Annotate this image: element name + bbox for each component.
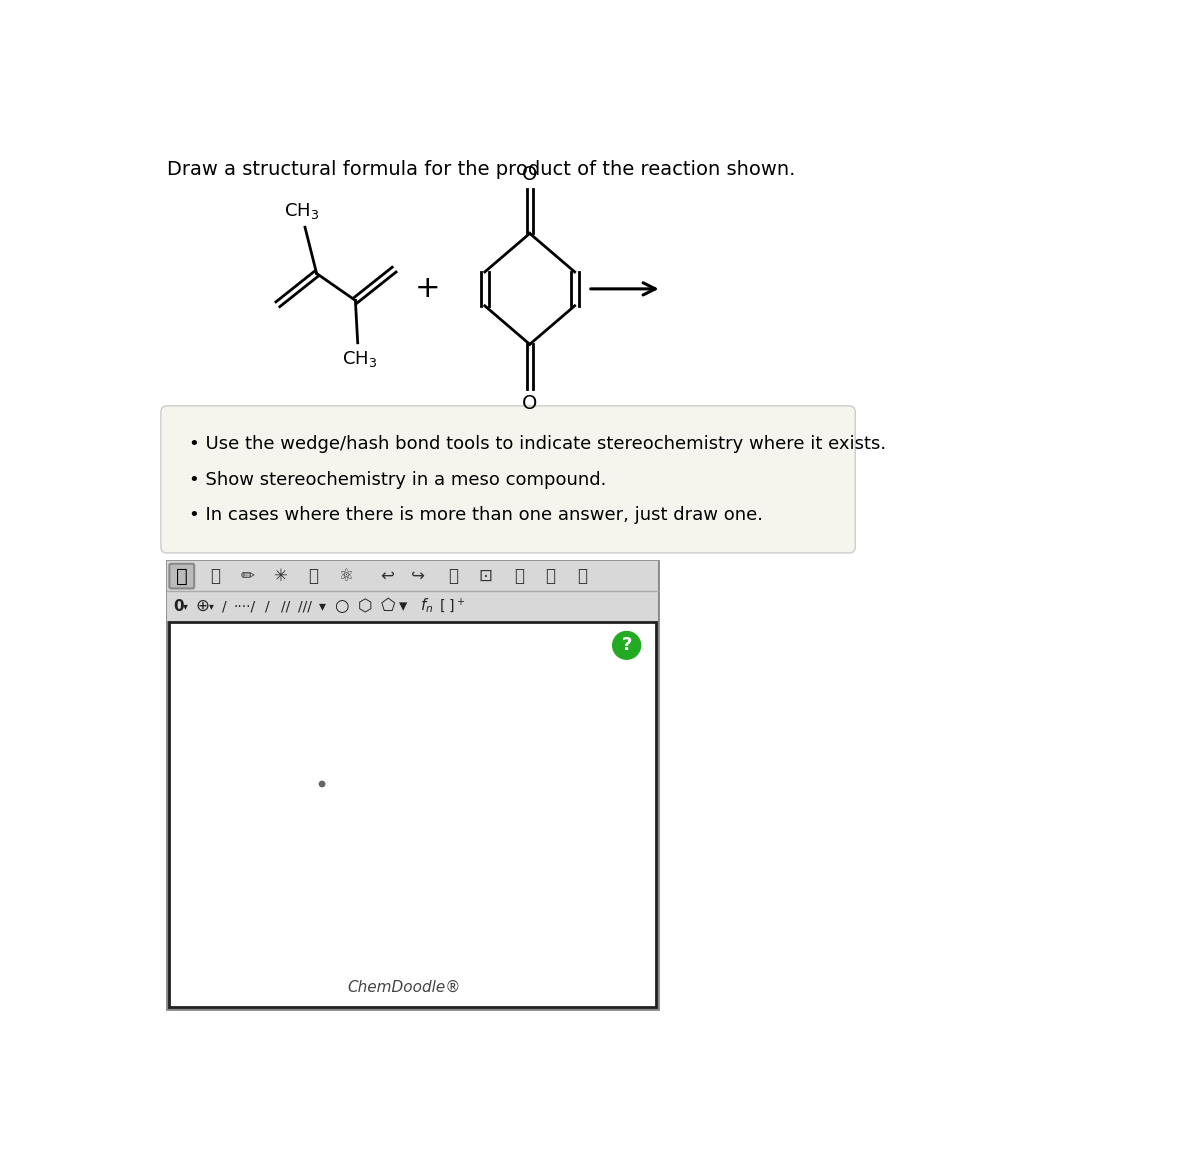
Text: Draw a structural formula for the product of the reaction shown.: Draw a structural formula for the produc… (167, 161, 796, 179)
Text: ⎘: ⎘ (448, 568, 458, 585)
FancyBboxPatch shape (161, 406, 856, 553)
Text: ⬡: ⬡ (358, 598, 372, 615)
Text: ↩: ↩ (380, 568, 394, 585)
Text: //: // (281, 599, 290, 613)
Text: +: + (415, 274, 440, 303)
Text: ▾: ▾ (318, 599, 325, 613)
Text: 🎨: 🎨 (577, 568, 588, 585)
Text: • Show stereochemistry in a meso compound.: • Show stereochemistry in a meso compoun… (188, 470, 606, 489)
Text: ChemDoodle®: ChemDoodle® (348, 980, 461, 995)
FancyBboxPatch shape (168, 622, 656, 1007)
Text: 👥: 👥 (308, 568, 318, 585)
Text: ▾: ▾ (184, 601, 188, 612)
Text: ○: ○ (334, 598, 349, 615)
Text: 0: 0 (173, 599, 184, 614)
Text: ⚛: ⚛ (338, 568, 354, 585)
Text: ⬠: ⬠ (380, 598, 395, 615)
Text: 🔍: 🔍 (545, 568, 554, 585)
Text: ⊕: ⊕ (194, 598, 209, 615)
Circle shape (613, 631, 641, 659)
Text: 🔍: 🔍 (514, 568, 524, 585)
Text: O: O (522, 393, 538, 413)
Text: /: / (265, 599, 270, 613)
Text: ····/: ····/ (234, 599, 256, 613)
Text: • In cases where there is more than one answer, just draw one.: • In cases where there is more than one … (188, 506, 763, 525)
Text: /: / (222, 599, 227, 613)
Text: ⊡: ⊡ (479, 568, 492, 585)
Circle shape (319, 781, 325, 787)
Text: CH$_3$: CH$_3$ (342, 349, 377, 369)
Text: ▾: ▾ (400, 598, 408, 615)
FancyBboxPatch shape (169, 564, 194, 588)
FancyBboxPatch shape (167, 561, 658, 621)
Text: ▾: ▾ (209, 601, 214, 612)
Text: ↪: ↪ (412, 568, 425, 585)
Text: • Use the wedge/hash bond tools to indicate stereochemistry where it exists.: • Use the wedge/hash bond tools to indic… (188, 436, 886, 453)
Text: ✋: ✋ (176, 566, 187, 586)
Text: ✳: ✳ (274, 568, 287, 585)
FancyBboxPatch shape (167, 561, 658, 1009)
Text: ///: /// (298, 599, 312, 613)
Text: ?: ? (622, 637, 632, 654)
Text: O: O (522, 165, 538, 184)
Text: 📄: 📄 (210, 568, 220, 585)
Text: ✏️: ✏️ (241, 568, 254, 585)
Text: CH$_3$: CH$_3$ (283, 201, 319, 221)
Text: [ ]$^+$: [ ]$^+$ (439, 596, 466, 615)
Text: $\mathit{f_n}$: $\mathit{f_n}$ (420, 596, 433, 615)
